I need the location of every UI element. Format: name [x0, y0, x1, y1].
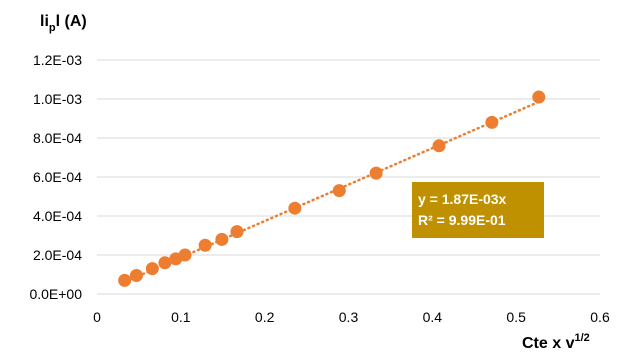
x-tick-label: 0.3: [339, 309, 359, 325]
data-point: [532, 90, 546, 104]
y-axis-title: lipl (A): [40, 13, 87, 34]
y-tick-label: 2.0E-04: [33, 247, 82, 263]
data-point: [215, 232, 229, 246]
trendline: [123, 100, 541, 284]
x-tick-label: 0.4: [423, 309, 443, 325]
data-point: [198, 238, 212, 252]
data-point: [369, 166, 383, 180]
data-point: [118, 273, 132, 287]
data-point: [485, 115, 499, 129]
x-tick-label: 0.1: [171, 309, 191, 325]
data-points: [118, 90, 546, 287]
data-point: [129, 268, 143, 282]
y-tick-label: 1.0E-03: [33, 91, 82, 107]
data-point: [288, 201, 302, 215]
data-point: [432, 139, 446, 153]
x-tick-label: 0: [93, 309, 101, 325]
y-tick-labels: 0.0E+00 2.0E-04 4.0E-04 6.0E-04 8.0E-04 1.0E-…: [29, 52, 82, 302]
y-tick-label: 1.2E-03: [33, 52, 82, 68]
x-tick-label: 0.6: [590, 309, 610, 325]
data-point: [158, 256, 172, 270]
r-squared: R² = 9.99E-01: [418, 212, 506, 228]
y-tick-label: 4.0E-04: [33, 208, 82, 224]
x-tick-label: 0.5: [506, 309, 526, 325]
y-tick-label: 6.0E-04: [33, 169, 82, 185]
trendline-equation-box: y = 1.87E-03x R² = 9.99E-01: [412, 182, 544, 238]
x-axis-title: Cte x v1/2: [522, 332, 590, 352]
data-point: [145, 262, 159, 276]
data-point: [332, 184, 346, 198]
y-tick-label: 0.0E+00: [29, 286, 82, 302]
x-tick-label: 0.2: [255, 309, 275, 325]
data-point: [178, 248, 192, 262]
x-tick-labels: 0 0.1 0.2 0.3 0.4 0.5 0.6: [93, 309, 610, 325]
data-point: [230, 225, 244, 239]
y-tick-label: 8.0E-04: [33, 130, 82, 146]
trendline-equation: y = 1.87E-03x: [418, 191, 507, 207]
